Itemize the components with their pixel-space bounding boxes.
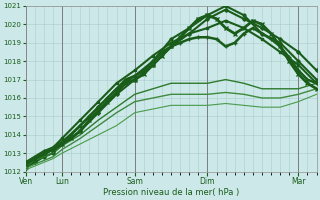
X-axis label: Pression niveau de la mer( hPa ): Pression niveau de la mer( hPa ) bbox=[103, 188, 239, 197]
